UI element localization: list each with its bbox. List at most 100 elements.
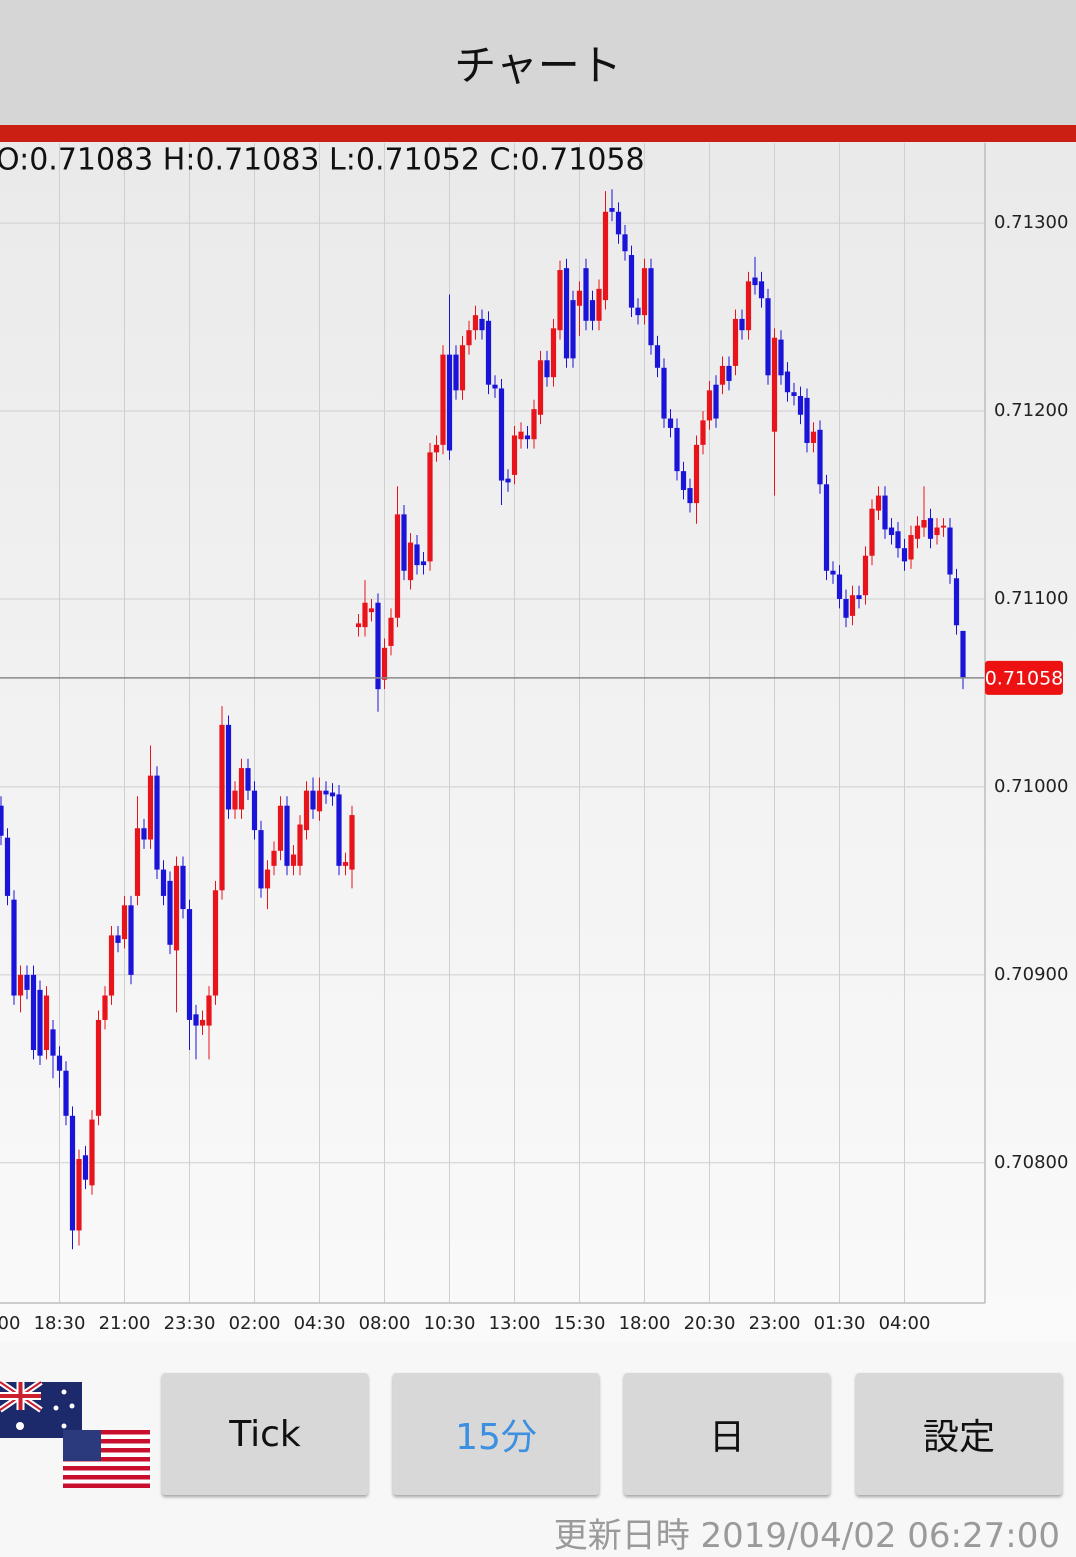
candle-body bbox=[875, 495, 882, 511]
ohlc-info: O:0.71083 H:0.71083 L:0.71052 C:0.71058 bbox=[0, 143, 645, 178]
candle-body bbox=[908, 535, 914, 560]
candle-body bbox=[180, 865, 186, 910]
screen-title: チャート bbox=[454, 41, 622, 90]
candle-body bbox=[609, 208, 615, 212]
candle-body bbox=[440, 354, 446, 445]
candle-body bbox=[661, 367, 667, 419]
candle-body bbox=[856, 595, 862, 599]
candle-body bbox=[778, 339, 784, 376]
y-tick-label: 0.71000 bbox=[994, 776, 1068, 797]
candle-body bbox=[427, 452, 433, 562]
update-time: 更新日時 2019/04/02 06:27:00 bbox=[554, 1508, 1060, 1557]
candle-body bbox=[518, 431, 524, 440]
candle-body bbox=[784, 371, 791, 393]
candle-body bbox=[388, 617, 394, 646]
candle-body bbox=[108, 935, 115, 996]
x-tick-label: 02:00 bbox=[229, 1313, 281, 1334]
candle-body bbox=[888, 527, 895, 536]
candle-body bbox=[641, 268, 648, 316]
candle-body bbox=[869, 508, 875, 556]
candle-body bbox=[726, 365, 732, 381]
flag-au bbox=[0, 1380, 82, 1438]
y-tick-label: 0.70900 bbox=[994, 964, 1068, 985]
candle-body bbox=[433, 444, 440, 453]
candle-body bbox=[63, 1070, 69, 1116]
candle-body bbox=[420, 561, 427, 566]
candle-body bbox=[739, 318, 745, 331]
x-tick-label: 04:30 bbox=[294, 1313, 346, 1334]
x-tick-label: 18:30 bbox=[34, 1313, 86, 1334]
x-tick-label: 04:00 bbox=[879, 1313, 931, 1334]
candle-body bbox=[56, 1055, 63, 1071]
candle-body bbox=[524, 435, 531, 440]
candle-body bbox=[141, 828, 147, 840]
candle-body bbox=[297, 824, 303, 866]
candle-body bbox=[511, 435, 518, 475]
candle-body bbox=[277, 805, 284, 851]
candle-body bbox=[95, 1019, 102, 1116]
candle-body bbox=[622, 234, 628, 252]
candle-body bbox=[589, 300, 596, 321]
candle-body bbox=[17, 974, 24, 996]
candle-body bbox=[550, 328, 557, 378]
candle-body bbox=[362, 602, 368, 628]
candle-body bbox=[212, 890, 219, 996]
y-tick-label: 0.71300 bbox=[994, 212, 1068, 233]
candle-body bbox=[882, 495, 888, 530]
last-price-label: 0.71058 bbox=[985, 667, 1064, 689]
x-tick-label: 23:30 bbox=[164, 1313, 216, 1334]
x-tick-label: 21:00 bbox=[99, 1313, 151, 1334]
y-tick-label: 0.71100 bbox=[994, 588, 1068, 609]
candle-body bbox=[602, 211, 609, 301]
candle-body bbox=[30, 974, 37, 1051]
candle-body bbox=[485, 320, 492, 385]
candle-body bbox=[407, 542, 414, 581]
last-price-box bbox=[985, 660, 1063, 695]
period-button[interactable]: Tick bbox=[162, 1373, 368, 1495]
candle-body bbox=[219, 724, 225, 891]
candle-body bbox=[745, 281, 752, 331]
candle-body bbox=[167, 880, 173, 945]
candle-body bbox=[466, 330, 472, 346]
candle-body bbox=[830, 570, 836, 575]
candle-body bbox=[492, 384, 498, 389]
candle-body bbox=[758, 281, 765, 299]
candle-body bbox=[719, 365, 726, 385]
period-button[interactable]: 設定 bbox=[856, 1373, 1062, 1495]
candle-body bbox=[771, 337, 778, 432]
period-button[interactable]: 日 bbox=[624, 1373, 830, 1495]
candle-body bbox=[336, 794, 342, 866]
flag-us bbox=[63, 1430, 150, 1488]
candle-body bbox=[505, 478, 511, 483]
candle-body bbox=[414, 544, 420, 566]
candle-body bbox=[4, 837, 11, 896]
candle-body bbox=[914, 525, 921, 539]
candle-body bbox=[121, 905, 128, 940]
candle-body bbox=[316, 790, 323, 812]
candle-body bbox=[453, 354, 459, 391]
candle-body bbox=[102, 995, 108, 1020]
candle-body bbox=[615, 211, 622, 235]
candle-body bbox=[810, 431, 817, 443]
plot-background bbox=[0, 142, 1076, 1342]
currency-pair-flags[interactable] bbox=[0, 1380, 152, 1490]
candle-body bbox=[134, 828, 141, 896]
candle-body bbox=[635, 307, 641, 316]
period-button[interactable]: 15分 bbox=[393, 1373, 599, 1495]
candle-body bbox=[804, 397, 810, 443]
candle-body bbox=[11, 899, 17, 996]
title-bar: チャート bbox=[0, 0, 1076, 125]
candle-body bbox=[264, 869, 271, 889]
candle-body bbox=[459, 345, 466, 391]
candle-body bbox=[206, 995, 212, 1026]
x-tick-label: 13:00 bbox=[489, 1313, 541, 1334]
x-tick-label: 23:00 bbox=[749, 1313, 801, 1334]
candle-body bbox=[544, 360, 550, 378]
candle-body bbox=[654, 345, 661, 368]
y-tick-label: 0.71200 bbox=[994, 400, 1068, 421]
candle-body bbox=[355, 623, 362, 628]
candle-body bbox=[290, 854, 297, 866]
candle-body bbox=[173, 865, 180, 951]
candle-body bbox=[843, 598, 849, 618]
